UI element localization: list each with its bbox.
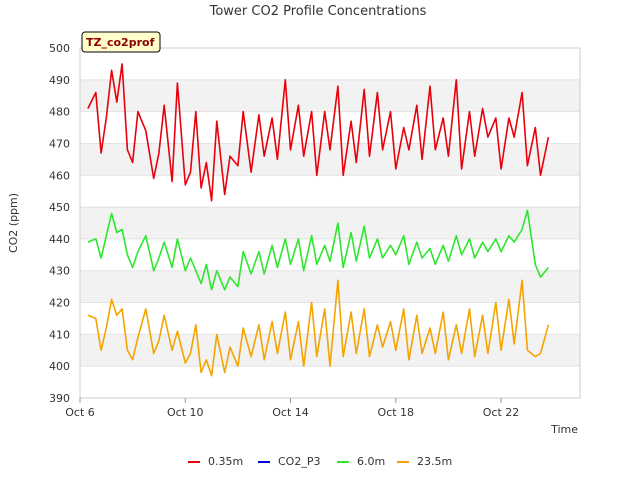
chart-title: Tower CO2 Profile Concentrations <box>209 4 427 19</box>
series-line-6.0m <box>87 209 550 291</box>
y-axis-label: CO2 (ppm) <box>7 193 20 253</box>
x-tick-label: Oct 10 <box>167 406 204 419</box>
x-axis-ticks: Oct 6 Oct 10 Oct 14 Oct 18 Oct 22 <box>65 398 519 419</box>
plot-band <box>80 270 580 303</box>
x-tick-label: Oct 18 <box>378 406 415 419</box>
station-badge: TZ_co2prof <box>81 31 161 53</box>
y-tick-label: 410 <box>49 328 70 341</box>
legend-label: 23.5m <box>417 455 452 468</box>
y-tick-label: 420 <box>49 297 70 310</box>
series-lines <box>87 63 550 377</box>
plot-band <box>80 79 580 112</box>
series-line-23.5m <box>87 279 550 377</box>
x-tick-label: Oct 6 <box>65 406 95 419</box>
y-tick-label: 440 <box>49 233 70 246</box>
y-tick-label: 430 <box>49 265 70 278</box>
legend-label: 6.0m <box>357 455 385 468</box>
y-tick-label: 500 <box>49 42 70 55</box>
y-tick-label: 480 <box>49 106 70 119</box>
y-tick-label: 390 <box>49 392 70 405</box>
y-tick-label: 400 <box>49 360 70 373</box>
y-tick-label: 470 <box>49 137 70 150</box>
series-line-0.35m <box>87 63 550 202</box>
plot-frame <box>79 47 581 399</box>
x-axis-label: Time <box>550 423 578 436</box>
y-tick-label: 450 <box>49 201 70 214</box>
legend: 0.35m CO2_P3 6.0m 23.5m <box>188 455 452 468</box>
y-tick-label: 490 <box>49 74 70 87</box>
legend-label: CO2_P3 <box>278 455 320 468</box>
y-tick-label: 460 <box>49 169 70 182</box>
x-tick-label: Oct 22 <box>483 406 520 419</box>
y-axis-ticks: 390 400 410 420 430 440 450 460 470 480 490 500 <box>49 42 70 405</box>
plot-band <box>80 207 580 239</box>
station-badge-label: TZ_co2prof <box>86 36 155 49</box>
legend-label: 0.35m <box>208 455 243 468</box>
x-tick-label: Oct 14 <box>272 406 309 419</box>
